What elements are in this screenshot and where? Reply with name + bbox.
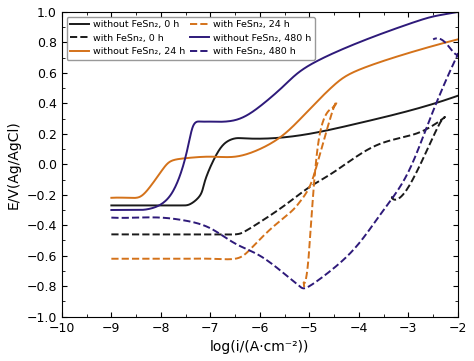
with FeSn₂, 24 h [334,100,339,104]
Legend: without FeSn₂, 0 h, with FeSn₂, 0 h, without FeSn₂, 24 h, with FeSn₂, 24 h, with: without FeSn₂, 0 h, with FeSn₂, 0 h, wit… [66,17,315,60]
X-axis label: log(i/(A·cm⁻²)): log(i/(A·cm⁻²)) [210,340,310,354]
Y-axis label: E/V(Ag/AgCl): E/V(Ag/AgCl) [7,120,21,209]
without FeSn₂, 480 h [109,208,114,212]
with FeSn₂, 480 h [254,252,259,256]
without FeSn₂, 24 h [182,156,188,160]
without FeSn₂, 24 h [167,160,173,164]
Line: with FeSn₂, 24 h: with FeSn₂, 24 h [111,101,337,289]
with FeSn₂, 24 h [334,101,339,105]
with FeSn₂, 0 h [271,211,276,215]
with FeSn₂, 480 h [284,274,290,278]
without FeSn₂, 480 h [127,208,132,212]
without FeSn₂, 24 h [132,196,137,200]
without FeSn₂, 24 h [129,196,135,200]
with FeSn₂, 0 h [109,232,114,236]
without FeSn₂, 480 h [193,120,199,125]
without FeSn₂, 0 h [455,93,461,98]
without FeSn₂, 480 h [455,10,461,14]
with FeSn₂, 480 h [301,286,307,291]
without FeSn₂, 0 h [202,178,208,182]
without FeSn₂, 24 h [455,37,461,42]
with FeSn₂, 480 h [109,216,114,220]
with FeSn₂, 24 h [109,257,114,261]
with FeSn₂, 0 h [391,197,396,201]
with FeSn₂, 0 h [209,232,215,236]
without FeSn₂, 0 h [265,136,271,141]
with FeSn₂, 0 h [442,115,448,119]
without FeSn₂, 24 h [269,141,274,145]
with FeSn₂, 480 h [409,163,414,168]
with FeSn₂, 480 h [365,230,371,234]
Line: without FeSn₂, 24 h: without FeSn₂, 24 h [111,39,458,198]
with FeSn₂, 24 h [251,244,256,248]
with FeSn₂, 480 h [430,37,436,42]
with FeSn₂, 24 h [274,221,280,226]
with FeSn₂, 0 h [414,131,419,135]
with FeSn₂, 480 h [434,36,440,40]
without FeSn₂, 480 h [133,208,138,212]
without FeSn₂, 24 h [109,196,114,200]
with FeSn₂, 24 h [301,287,307,291]
with FeSn₂, 24 h [181,257,187,261]
without FeSn₂, 480 h [296,70,302,74]
without FeSn₂, 0 h [236,136,242,140]
Line: without FeSn₂, 0 h: without FeSn₂, 0 h [111,96,458,205]
without FeSn₂, 0 h [263,136,268,141]
without FeSn₂, 0 h [180,203,186,208]
without FeSn₂, 480 h [260,102,265,106]
without FeSn₂, 0 h [154,203,159,208]
with FeSn₂, 0 h [442,115,448,119]
with FeSn₂, 0 h [225,232,231,237]
with FeSn₂, 480 h [406,168,412,172]
Line: without FeSn₂, 480 h: without FeSn₂, 480 h [111,12,458,210]
without FeSn₂, 480 h [294,71,300,76]
Line: with FeSn₂, 0 h: with FeSn₂, 0 h [111,117,445,235]
with FeSn₂, 24 h [334,99,339,104]
without FeSn₂, 24 h [303,111,309,115]
with FeSn₂, 0 h [442,115,448,119]
Line: with FeSn₂, 480 h: with FeSn₂, 480 h [111,38,461,288]
with FeSn₂, 0 h [301,189,307,193]
without FeSn₂, 24 h [305,109,310,113]
with FeSn₂, 480 h [162,216,168,220]
with FeSn₂, 24 h [317,151,323,156]
without FeSn₂, 0 h [109,203,114,208]
without FeSn₂, 480 h [185,145,191,149]
without FeSn₂, 0 h [197,193,203,198]
